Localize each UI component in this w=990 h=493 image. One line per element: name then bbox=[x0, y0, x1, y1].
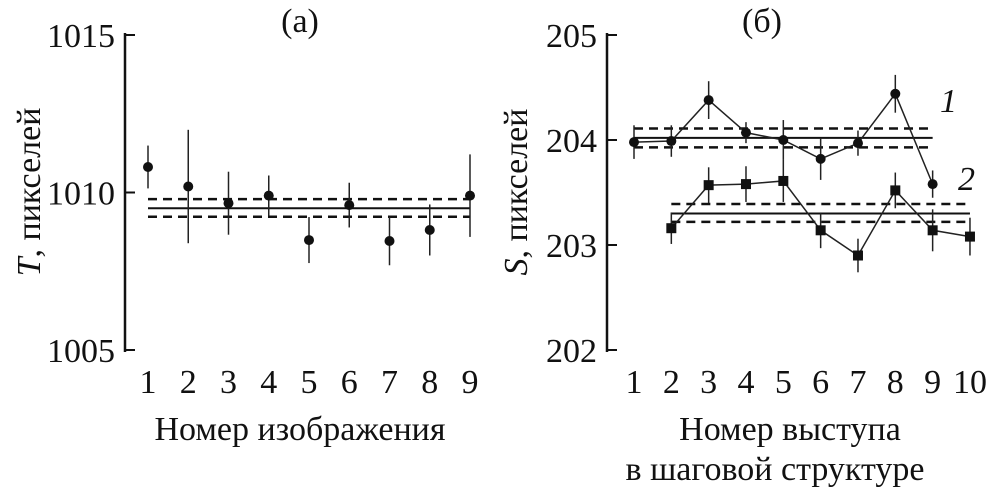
panel-b-ylabel: S, пикселей bbox=[498, 109, 535, 276]
panel-a-y-tick-label: 1010 bbox=[47, 176, 115, 213]
ylabel-unit: , пикселей bbox=[498, 109, 535, 259]
panel-b-data-point bbox=[740, 179, 751, 190]
panel-b-data-point bbox=[703, 180, 714, 191]
panel-b-data-point bbox=[815, 225, 826, 236]
panel-a-x-tick-label: 7 bbox=[381, 364, 398, 401]
panel-a-y-tick-label: 1005 bbox=[47, 333, 115, 370]
panel-a-title: (а) bbox=[281, 3, 319, 40]
panel-b-data-point bbox=[927, 225, 938, 236]
panel-b-y-tick-label: 202 bbox=[546, 333, 597, 370]
panel-b-y-tick-label: 204 bbox=[546, 123, 597, 160]
panel-b-x-tick-label: 6 bbox=[812, 364, 829, 401]
panel-b-x-tick-label: 8 bbox=[887, 364, 904, 401]
panel-b-y-tick-label: 203 bbox=[546, 228, 597, 265]
panel-b-x-tick-label: 3 bbox=[700, 364, 717, 401]
panel-b-data-point bbox=[964, 231, 975, 242]
panel-b-data-point bbox=[666, 136, 677, 147]
panel-a-x-tick-label: 9 bbox=[462, 364, 479, 401]
panel-a-data-point bbox=[304, 235, 314, 246]
panel-a-x-tick-label: 4 bbox=[260, 364, 277, 401]
panel-b-data-point bbox=[778, 175, 789, 186]
panel-b-x-tick-label: 5 bbox=[775, 364, 792, 401]
panel-a-data-point bbox=[223, 198, 234, 209]
panel-b-data-point bbox=[815, 153, 826, 164]
panel-b-x-tick-label: 4 bbox=[737, 364, 754, 401]
panel-b-data-point bbox=[666, 223, 677, 234]
ylabel-var: S bbox=[498, 258, 535, 275]
panel-a-data-point bbox=[263, 190, 274, 201]
panel-a-x-tick-label: 1 bbox=[140, 364, 157, 401]
panel-b-title: (б) bbox=[742, 3, 782, 40]
panel-b-xlabel-line2: в шаговой структуре bbox=[626, 451, 925, 488]
panel-a-x-tick-label: 8 bbox=[421, 364, 438, 401]
panel-b-data-point bbox=[629, 137, 639, 148]
panel-b-data-point bbox=[927, 179, 938, 190]
panel-b-data-point bbox=[852, 138, 863, 149]
panel-b-data-point bbox=[890, 88, 901, 99]
panel-a-x-tick-label: 3 bbox=[220, 364, 237, 401]
panel-a-data-point bbox=[143, 161, 153, 172]
panel-b-x-tick-label: 2 bbox=[663, 364, 680, 401]
panel-b-x-tick-label: 9 bbox=[924, 364, 941, 401]
panel-a-data-point bbox=[344, 200, 355, 211]
panel-a-data-point bbox=[424, 224, 435, 235]
panel-b-data-point bbox=[740, 127, 751, 138]
panel-b-x-tick-label: 1 bbox=[626, 364, 643, 401]
panel-b-data-point bbox=[703, 95, 714, 106]
panel-b-data-point bbox=[778, 135, 789, 145]
panel-b-data-point bbox=[852, 250, 863, 261]
ylabel-unit: , пикселей bbox=[11, 108, 48, 258]
panel-a-xlabel: Номер изображения bbox=[155, 411, 446, 448]
panel-b-series-label: 2 bbox=[958, 161, 975, 198]
panel-a-ylabel: T, пикселей bbox=[11, 108, 48, 277]
ylabel-var: T bbox=[11, 255, 48, 276]
panel-a-x-tick-label: 2 bbox=[180, 364, 197, 401]
panel-b-x-tick-label: 10 bbox=[953, 364, 987, 401]
panel-a-data-point bbox=[465, 190, 475, 201]
panel-a-data-point bbox=[183, 181, 194, 192]
panel-b-series-label: 1 bbox=[940, 83, 957, 120]
panel-a-x-tick-label: 5 bbox=[301, 364, 318, 401]
panel-a-data-point bbox=[384, 236, 395, 247]
panel-b-y-tick-label: 205 bbox=[546, 18, 597, 55]
panel-b-x-tick-label: 7 bbox=[849, 364, 866, 401]
panel-a-y-tick-label: 1015 bbox=[47, 18, 115, 55]
panel-a-x-tick-label: 6 bbox=[341, 364, 358, 401]
panel-b-data-point bbox=[890, 185, 901, 196]
panel-b-xlabel-line1: Номер выступа bbox=[679, 411, 901, 448]
